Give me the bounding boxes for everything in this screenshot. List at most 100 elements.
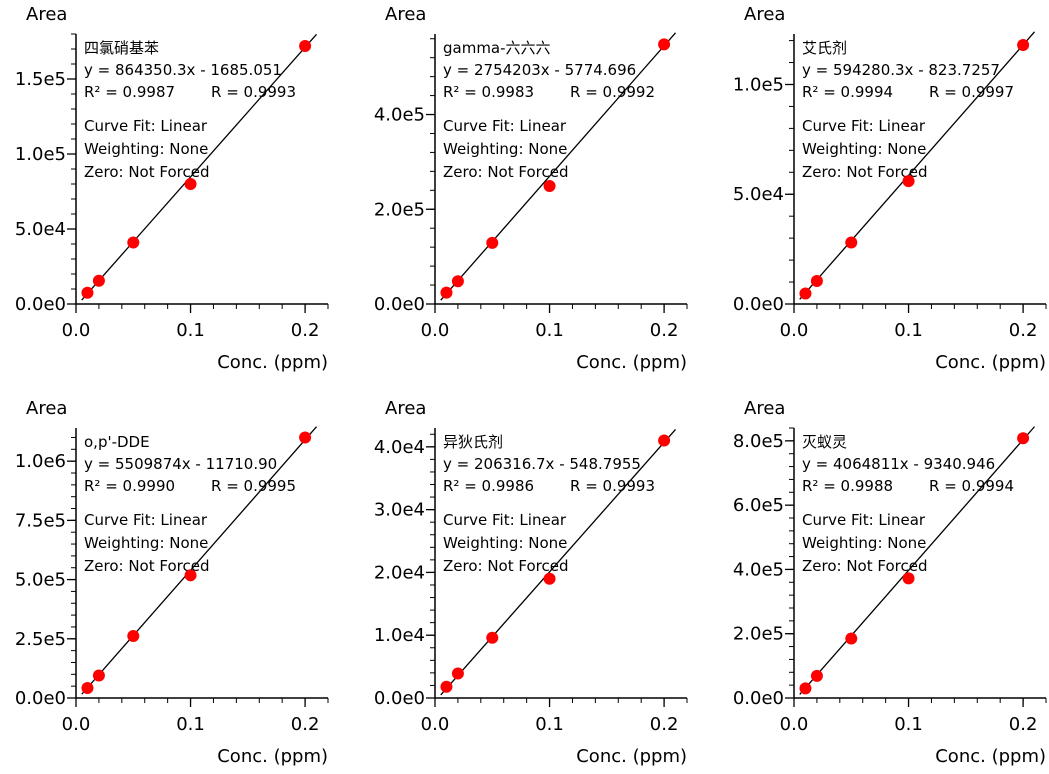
x-tick-label: 0.0 (62, 320, 91, 341)
y-tick-label: 2.0e5 (374, 199, 425, 220)
y-tick-label: 7.5e5 (15, 510, 66, 531)
y-axis-title: Area (385, 398, 426, 419)
fit-equation: y = 864350.3x - 1685.051 (84, 61, 282, 79)
y-tick-label: 0.0e0 (733, 688, 784, 709)
data-point (1017, 38, 1030, 51)
y-axis-title: Area (744, 398, 785, 419)
fit-equation: y = 4064811x - 9340.946 (802, 455, 995, 473)
data-point (810, 274, 823, 287)
x-tick-label: 0.0 (421, 320, 450, 341)
x-tick-label: 0.1 (535, 714, 564, 735)
y-tick-label: 0.0e0 (15, 294, 66, 315)
x-axis-title: Conc. (ppm) (935, 352, 1046, 373)
curve-fit-label: Curve Fit: Linear (802, 511, 926, 529)
y-tick-label: 6.0e5 (733, 495, 784, 516)
weighting-label: Weighting: None (443, 140, 567, 158)
y-tick-label: 2.0e4 (374, 562, 425, 583)
data-point (299, 431, 312, 444)
zero-label: Zero: Not Forced (443, 163, 569, 181)
y-tick-label: 1.0e5 (15, 144, 66, 165)
r-squared-value: R² = 0.9987 (84, 83, 175, 101)
zero-label: Zero: Not Forced (802, 557, 928, 575)
x-axis-title: Conc. (ppm) (217, 746, 328, 767)
curve-fit-label: Curve Fit: Linear (443, 511, 567, 529)
zero-label: Zero: Not Forced (84, 557, 210, 575)
y-tick-label: 4.0e5 (374, 105, 425, 126)
compound-name: gamma-六六六 (443, 39, 551, 57)
y-tick-label: 2.5e5 (15, 629, 66, 650)
compound-name: 灭蚁灵 (802, 433, 847, 451)
curve-fit-label: Curve Fit: Linear (84, 117, 208, 135)
r-value: R = 0.9992 (570, 83, 655, 101)
fit-line (799, 31, 1036, 300)
x-tick-label: 0.2 (291, 320, 320, 341)
x-tick-label: 0.1 (176, 714, 205, 735)
data-point (451, 275, 464, 288)
x-tick-label: 0.1 (176, 320, 205, 341)
x-axis-title: Conc. (ppm) (576, 746, 687, 767)
x-tick-label: 0.0 (780, 714, 809, 735)
y-axis-title: Area (385, 4, 426, 25)
data-point (299, 40, 312, 52)
data-point (451, 667, 464, 680)
fit-line (440, 428, 677, 696)
calibration-chart: 0.0e0 1.0e4 2.0e4 3.0e4 4.0e4 0.0 0.1 0.2 Area Co… (374, 398, 688, 767)
fit-line (81, 426, 318, 695)
weighting-label: Weighting: None (802, 140, 926, 158)
data-point (902, 572, 915, 585)
y-tick-label: 5.0e5 (15, 570, 66, 591)
data-point (543, 572, 556, 585)
x-tick-label: 0.0 (62, 714, 91, 735)
weighting-label: Weighting: None (443, 534, 567, 552)
y-tick-label: 0.0e0 (374, 688, 425, 709)
data-point (81, 682, 94, 695)
fit-line (799, 426, 1036, 695)
calibration-chart: 0.0e0 5.0e4 1.0e5 0.0 0.1 0.2 Area Conc. (ppm) 艾… (733, 4, 1047, 373)
data-point (902, 175, 915, 188)
fit-equation: y = 5509874x - 11710.90 (84, 455, 277, 473)
compound-name: 异狄氏剂 (443, 433, 503, 451)
data-point (658, 434, 671, 447)
calibration-chart: 0.0e0 2.5e5 5.0e5 7.5e5 1.0e6 0.0 0.1 0.2 Area Co… (15, 398, 329, 767)
r-squared-value: R² = 0.9983 (443, 83, 534, 101)
r-value: R = 0.9994 (929, 477, 1014, 495)
r-value: R = 0.9993 (570, 477, 655, 495)
compound-name: o,p'-DDE (84, 433, 150, 451)
zero-label: Zero: Not Forced (84, 163, 210, 181)
y-tick-label: 4.0e5 (733, 559, 784, 580)
x-tick-label: 0.0 (780, 320, 809, 341)
r-squared-value: R² = 0.9986 (443, 477, 534, 495)
x-tick-label: 0.2 (650, 320, 679, 341)
zero-label: Zero: Not Forced (802, 163, 928, 181)
y-axis-title: Area (26, 398, 67, 419)
compound-name: 艾氏剂 (802, 39, 847, 57)
x-axis-title: Conc. (ppm) (576, 352, 687, 373)
x-tick-label: 0.2 (1009, 714, 1038, 735)
y-tick-label: 5.0e4 (733, 184, 784, 205)
y-tick-label: 1.0e6 (15, 451, 66, 472)
curve-fit-label: Curve Fit: Linear (802, 117, 926, 135)
x-axis-title: Conc. (ppm) (217, 352, 328, 373)
x-tick-label: 0.1 (535, 320, 564, 341)
r-value: R = 0.9997 (929, 83, 1014, 101)
weighting-label: Weighting: None (84, 534, 208, 552)
x-tick-label: 0.2 (291, 714, 320, 735)
y-tick-label: 0.0e0 (374, 294, 425, 315)
x-tick-label: 0.1 (894, 320, 923, 341)
r-squared-value: R² = 0.9994 (802, 83, 893, 101)
fit-line (81, 33, 318, 301)
compound-name: 四氯硝基苯 (84, 39, 159, 57)
data-point (1017, 432, 1030, 445)
data-point (184, 178, 197, 190)
y-axis-title: Area (744, 4, 785, 25)
y-tick-label: 1.5e5 (15, 69, 66, 90)
data-point (845, 236, 858, 249)
data-point (486, 236, 499, 249)
x-tick-label: 0.2 (1009, 320, 1038, 341)
fit-line (440, 32, 677, 301)
x-tick-label: 0.1 (894, 714, 923, 735)
y-tick-label: 1.0e4 (374, 625, 425, 646)
x-tick-label: 0.0 (421, 714, 450, 735)
y-tick-label: 2.0e5 (733, 624, 784, 645)
